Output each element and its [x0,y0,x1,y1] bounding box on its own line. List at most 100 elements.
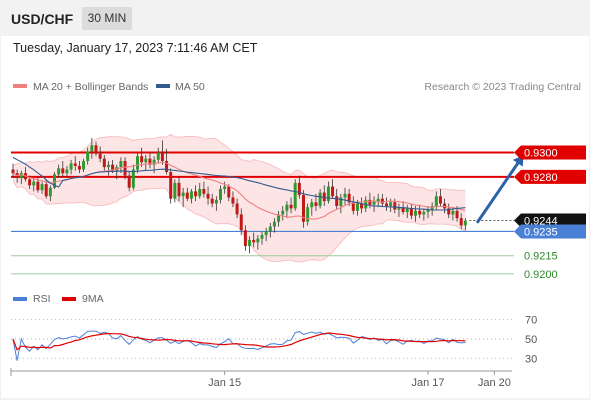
candle-body [347,193,351,203]
candle-body [351,202,355,211]
candle-body [177,182,181,197]
candle-body [165,161,169,172]
candle-body [82,161,86,170]
legend-rsi-swatch [13,297,27,301]
candle-body [152,159,156,165]
candle-body [189,191,193,199]
candle-body [136,156,139,170]
candle-body [455,210,459,219]
candle-body [389,202,393,206]
candle-body [219,188,222,200]
candle-body [355,203,359,211]
candle-body [127,175,131,188]
rsi-ma-line [12,332,466,351]
candle-body [65,169,69,174]
legend-rsi-label: RSI [33,293,51,305]
candle-body [32,181,36,186]
candle-body [111,164,115,171]
rsi-legend: RSI 9MA [13,293,104,305]
candle-body [69,163,73,170]
forecast-arrow [476,154,524,224]
price-tag-0.9280 [514,169,586,184]
candle-body [173,182,177,199]
candle-body [57,168,61,175]
price-tag-label-0.9280: 0.9280 [524,172,558,184]
candle-body [202,188,206,194]
candle-body [53,174,56,188]
candle-body [19,173,23,179]
candle-body [314,202,318,206]
candle-body [44,184,48,197]
candle-body [223,186,227,189]
legend-bollinger-swatch [13,84,27,88]
candle-body [430,205,434,210]
candle-body [293,182,297,209]
rsi-tick-label-50: 50 [525,334,537,346]
price-tag-label-0.9300: 0.9300 [524,148,558,160]
candle-body [11,169,15,174]
candle-body [463,220,467,226]
candle-body [451,210,455,215]
candlesticks [11,137,467,254]
symbol-label: USD/CHF [11,11,74,27]
candle-body [385,203,388,206]
moving-averages [12,156,466,220]
candle-body [339,197,343,206]
price-tag-0.9235 [514,224,586,239]
candle-body [77,165,81,170]
candle-body [318,192,322,206]
legend-9ma-swatch [62,297,76,301]
legend-9ma-label: 9MA [82,293,104,305]
candle-body [160,152,164,162]
x-tick-label-2: Jan 20 [478,377,511,389]
candle-body [235,203,239,215]
candle-body [210,198,214,204]
candle-body [289,204,293,209]
candle-body [264,231,268,236]
rsi-tick-label-70: 70 [525,315,537,327]
bollinger-bands [12,134,466,263]
candle-body [48,187,52,197]
timeframe-button[interactable]: 30 MIN [82,7,132,30]
candle-body [438,196,442,204]
candle-body [285,204,289,211]
candle-body [148,158,152,165]
candle-body [414,210,418,216]
candle-body [185,192,189,199]
candle-body [360,203,364,209]
candle-body [169,171,173,199]
candle-body [102,158,106,168]
bollinger-lower-line [12,180,466,263]
candle-body [86,151,90,162]
candle-body [98,153,102,159]
candle-body [248,239,252,247]
legend-ma50-label: MA 50 [175,81,205,93]
candle-body [310,202,314,208]
candle-body [227,186,231,198]
candle-body [73,163,77,166]
rsi-tick-label-30: 30 [525,353,537,365]
x-tick-label-0: Jan 15 [208,377,241,389]
candle-body [214,199,218,204]
candle-body [302,195,305,222]
bollinger-upper-line [12,134,466,192]
rsi-line [12,330,466,361]
candle-body [397,207,401,210]
candle-body [36,181,40,191]
candle-body [372,201,376,205]
timestamp-label: Tuesday, January 17, 2023 7:11:46 AM CET [13,41,258,55]
candle-body [405,208,409,213]
candle-body [119,161,123,168]
candle-body [40,184,44,191]
candle-body [343,193,347,198]
candle-body [277,214,281,222]
candle-body [131,169,135,188]
candle-body [306,207,310,222]
price-tag-0.9244 [514,213,586,228]
candle-body [252,239,256,243]
price-tag-label-0.9200: 0.9200 [524,269,558,281]
candle-body [322,192,326,202]
candle-body [243,230,247,247]
